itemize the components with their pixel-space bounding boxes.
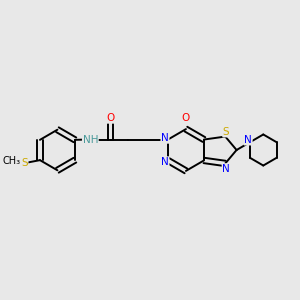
Text: N: N	[161, 133, 169, 143]
Text: S: S	[223, 127, 230, 137]
Text: N: N	[222, 164, 230, 174]
Text: N: N	[161, 157, 169, 167]
Text: NH: NH	[82, 134, 98, 145]
Text: CH₃: CH₃	[3, 156, 21, 166]
Text: N: N	[244, 135, 252, 145]
Text: S: S	[21, 158, 28, 168]
Text: O: O	[106, 113, 115, 123]
Text: O: O	[182, 113, 190, 123]
